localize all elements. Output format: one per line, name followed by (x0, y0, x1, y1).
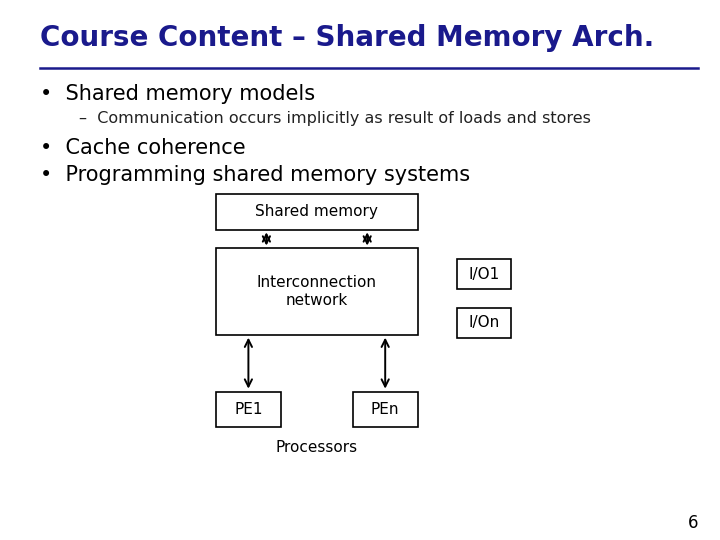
Text: PEn: PEn (371, 402, 400, 416)
FancyBboxPatch shape (216, 392, 281, 427)
Text: Course Content – Shared Memory Arch.: Course Content – Shared Memory Arch. (40, 24, 654, 52)
Text: I/O1: I/O1 (469, 267, 500, 281)
FancyBboxPatch shape (353, 392, 418, 427)
Text: Processors: Processors (276, 440, 358, 455)
FancyBboxPatch shape (457, 308, 511, 338)
Text: Shared memory: Shared memory (256, 205, 378, 219)
Text: •  Programming shared memory systems: • Programming shared memory systems (40, 165, 469, 185)
Text: •  Cache coherence: • Cache coherence (40, 138, 246, 158)
Text: •  Shared memory models: • Shared memory models (40, 84, 315, 104)
Text: –  Communication occurs implicitly as result of loads and stores: – Communication occurs implicitly as res… (79, 111, 591, 126)
FancyBboxPatch shape (216, 248, 418, 335)
FancyBboxPatch shape (216, 194, 418, 230)
Text: I/On: I/On (469, 315, 500, 330)
Text: Interconnection
network: Interconnection network (257, 275, 377, 308)
Text: 6: 6 (688, 514, 698, 532)
FancyBboxPatch shape (457, 259, 511, 289)
Text: PE1: PE1 (234, 402, 263, 416)
